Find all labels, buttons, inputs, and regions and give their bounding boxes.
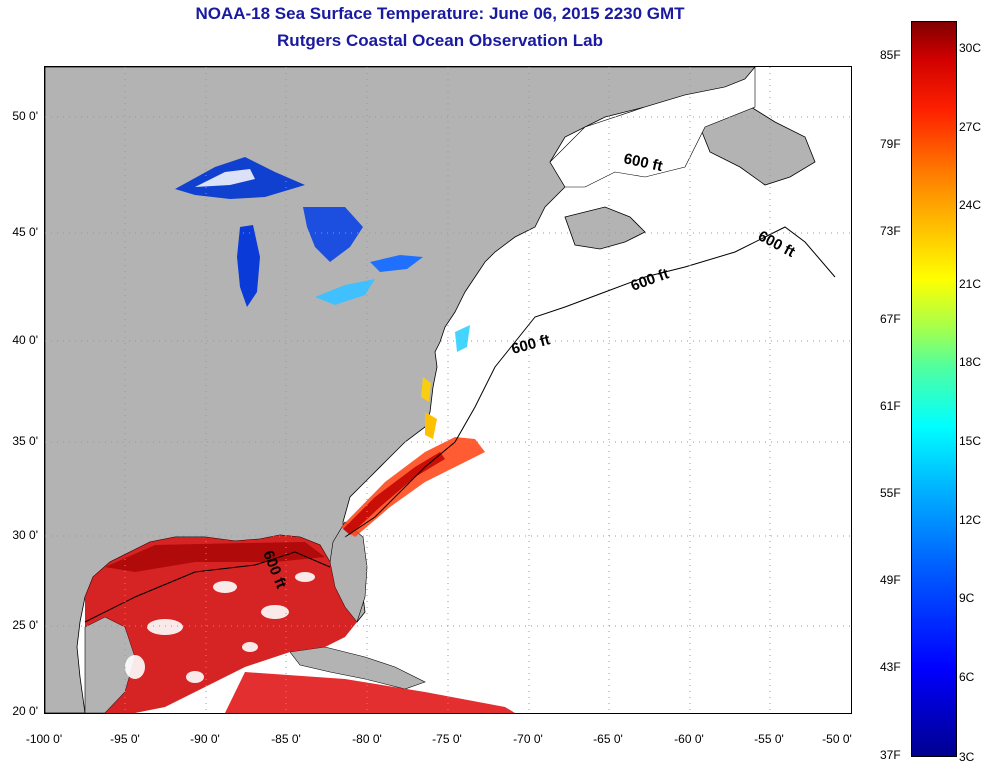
colorbar-f-43: 43F	[880, 660, 901, 674]
lon-label-65: -65 0'	[593, 732, 623, 746]
sst-gulf-north	[105, 542, 325, 572]
lat-label-35: 35 0'	[12, 434, 38, 448]
lon-label-70: -70 0'	[513, 732, 543, 746]
lat-label-40: 40 0'	[12, 333, 38, 347]
water-st-lawrence	[549, 67, 756, 188]
colorbar-f-61: 61F	[880, 399, 901, 413]
lat-label-25: 25 0'	[12, 618, 38, 632]
colorbar-c-15: 15C	[959, 434, 982, 448]
lon-label-85: -85 0'	[271, 732, 301, 746]
lake-michigan	[237, 225, 260, 307]
colorbar-c-9: 9C	[959, 591, 975, 605]
contour-600ft-atlantic	[344, 226, 836, 538]
colorbar-f-79: 79F	[880, 137, 901, 151]
cloud-patches	[125, 572, 315, 683]
colorbar-c-12: 12C	[959, 513, 982, 527]
map-title: NOAA-18 Sea Surface Temperature: June 06…	[195, 4, 685, 23]
sst-hatteras	[425, 412, 437, 439]
lon-label-50: -50 0'	[822, 732, 852, 746]
land-cuba	[289, 646, 426, 690]
lon-label-75: -75 0'	[432, 732, 462, 746]
map-canvas: 600 ft 600 ft 600 ft 600 ft 600 ft	[45, 67, 851, 713]
colorbar-f-37: 37F	[880, 748, 901, 762]
lake-superior-ice	[195, 169, 255, 187]
colorbar-c-21: 21C	[959, 277, 982, 291]
colorbar-f-73: 73F	[880, 224, 901, 238]
colorbar-c-3: 3C	[959, 750, 975, 764]
lat-label-50: 50 0'	[12, 109, 38, 123]
sst-mid-atlantic-shelf	[455, 325, 470, 352]
lat-label-20: 20 0'	[12, 704, 38, 718]
colorbar-c-6: 6C	[959, 670, 975, 684]
colorbar-c-30: 30C	[959, 41, 982, 55]
colorbar-c-18: 18C	[959, 355, 982, 369]
colorbar-f-49: 49F	[880, 573, 901, 587]
contour-label-4: 600 ft	[510, 331, 552, 358]
sst-caribbean	[225, 672, 515, 713]
lon-label-80: -80 0'	[352, 732, 382, 746]
colorbar-f-67: 67F	[880, 312, 901, 326]
contour-label-2: 600 ft	[755, 228, 798, 261]
lat-label-45: 45 0'	[12, 225, 38, 239]
sst-map: 600 ft 600 ft 600 ft 600 ft 600 ft	[44, 66, 852, 714]
colorbar-f-85: 85F	[880, 48, 901, 62]
contour-600ft-gulf	[84, 551, 331, 623]
lake-erie	[315, 279, 375, 305]
lake-huron	[303, 207, 363, 262]
lon-label-100: -100 0'	[25, 732, 63, 746]
lon-label-60: -60 0'	[674, 732, 704, 746]
lon-label-90: -90 0'	[190, 732, 220, 746]
land-maritimes	[564, 206, 646, 250]
lake-ontario	[370, 255, 423, 272]
colorbar-c-24: 24C	[959, 198, 982, 212]
contour-label-3: 600 ft	[629, 265, 672, 294]
colorbar-f-55: 55F	[880, 486, 901, 500]
lon-label-95: -95 0'	[110, 732, 140, 746]
map-subtitle: Rutgers Coastal Ocean Observation Lab	[277, 31, 603, 50]
lon-label-55: -55 0'	[754, 732, 784, 746]
temperature-colorbar	[911, 21, 957, 757]
sst-chesapeake	[421, 377, 431, 402]
sst-gulf-of-mexico	[85, 535, 357, 713]
map-grid	[45, 67, 851, 713]
sst-gulf-stream	[341, 437, 485, 537]
colorbar-c-27: 27C	[959, 120, 982, 134]
lat-label-30: 30 0'	[12, 528, 38, 542]
